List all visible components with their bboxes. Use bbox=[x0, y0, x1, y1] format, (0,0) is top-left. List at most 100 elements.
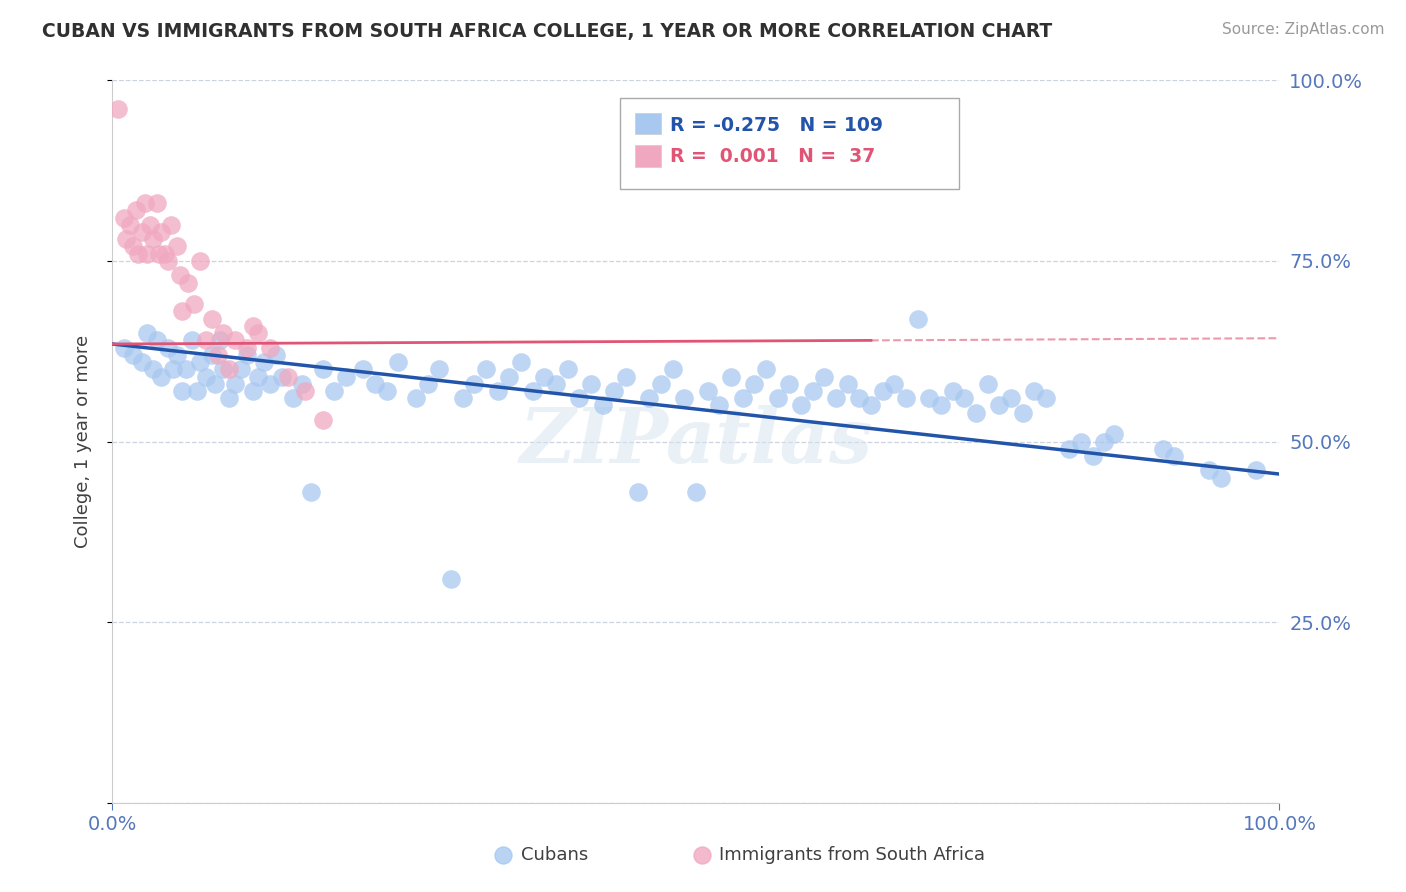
Point bbox=[1163, 449, 1185, 463]
Point bbox=[201, 311, 224, 326]
Point bbox=[942, 384, 965, 398]
Point bbox=[259, 376, 281, 391]
Point bbox=[744, 376, 766, 391]
Point bbox=[166, 348, 188, 362]
Point bbox=[169, 268, 191, 283]
Point bbox=[162, 362, 184, 376]
Point bbox=[127, 246, 149, 260]
Point bbox=[557, 362, 579, 376]
Point bbox=[150, 369, 173, 384]
Point bbox=[247, 369, 270, 384]
Point bbox=[235, 341, 257, 355]
Point bbox=[364, 376, 387, 391]
Point bbox=[965, 406, 987, 420]
Point bbox=[650, 376, 672, 391]
Text: Source: ZipAtlas.com: Source: ZipAtlas.com bbox=[1222, 22, 1385, 37]
Point bbox=[387, 355, 409, 369]
FancyBboxPatch shape bbox=[620, 98, 959, 189]
Point bbox=[148, 246, 170, 260]
Point bbox=[172, 384, 194, 398]
Point bbox=[218, 391, 240, 405]
Point bbox=[685, 485, 707, 500]
Point bbox=[270, 369, 292, 384]
Point bbox=[153, 246, 176, 260]
Point bbox=[533, 369, 555, 384]
Point bbox=[323, 384, 346, 398]
Point bbox=[253, 355, 276, 369]
Point bbox=[988, 398, 1011, 412]
Point bbox=[375, 384, 398, 398]
Point bbox=[440, 572, 463, 586]
Point bbox=[405, 391, 427, 405]
Point bbox=[1152, 442, 1174, 456]
Point bbox=[813, 369, 835, 384]
Point bbox=[177, 276, 200, 290]
Point bbox=[603, 384, 626, 398]
Point bbox=[208, 334, 231, 348]
Point bbox=[1035, 391, 1057, 405]
Point bbox=[229, 362, 252, 376]
Point bbox=[115, 232, 138, 246]
Point bbox=[157, 341, 180, 355]
Text: Cubans: Cubans bbox=[520, 846, 588, 863]
Point bbox=[907, 311, 929, 326]
Point bbox=[235, 348, 257, 362]
Point bbox=[194, 334, 217, 348]
Point bbox=[122, 348, 145, 362]
Point bbox=[276, 369, 298, 384]
Point bbox=[194, 369, 217, 384]
Point bbox=[122, 239, 145, 253]
Point bbox=[125, 203, 148, 218]
Point bbox=[290, 376, 312, 391]
Point bbox=[136, 326, 159, 340]
Point bbox=[139, 218, 162, 232]
Point bbox=[731, 391, 754, 405]
Point bbox=[1244, 463, 1267, 477]
Point bbox=[860, 398, 883, 412]
Point bbox=[247, 326, 270, 340]
Point bbox=[183, 297, 205, 311]
Point bbox=[696, 384, 718, 398]
Point bbox=[673, 391, 696, 405]
Point bbox=[661, 362, 683, 376]
Point bbox=[720, 369, 742, 384]
Point bbox=[638, 391, 661, 405]
Text: CUBAN VS IMMIGRANTS FROM SOUTH AFRICA COLLEGE, 1 YEAR OR MORE CORRELATION CHART: CUBAN VS IMMIGRANTS FROM SOUTH AFRICA CO… bbox=[42, 22, 1053, 41]
Point bbox=[918, 391, 941, 405]
Point bbox=[352, 362, 374, 376]
Point bbox=[166, 239, 188, 253]
Point bbox=[224, 334, 246, 348]
Point bbox=[1070, 434, 1092, 449]
Point bbox=[1102, 427, 1125, 442]
Point bbox=[790, 398, 813, 412]
Point bbox=[311, 362, 333, 376]
Point bbox=[568, 391, 591, 405]
Point bbox=[778, 376, 800, 391]
Point bbox=[118, 218, 141, 232]
Point bbox=[848, 391, 870, 405]
Point bbox=[294, 384, 316, 398]
Point bbox=[579, 376, 602, 391]
Point bbox=[522, 384, 544, 398]
Point bbox=[1011, 406, 1033, 420]
Point bbox=[174, 362, 197, 376]
Point bbox=[544, 376, 567, 391]
Point bbox=[498, 369, 520, 384]
Point bbox=[837, 376, 859, 391]
Point bbox=[259, 341, 281, 355]
Point bbox=[218, 362, 240, 376]
Text: ZIPatlas: ZIPatlas bbox=[519, 405, 873, 478]
Y-axis label: College, 1 year or more: College, 1 year or more bbox=[73, 335, 91, 548]
Point bbox=[1081, 449, 1104, 463]
Point bbox=[146, 196, 169, 211]
Point bbox=[112, 211, 135, 225]
Text: Immigrants from South Africa: Immigrants from South Africa bbox=[720, 846, 986, 863]
Point bbox=[212, 326, 235, 340]
Point bbox=[224, 376, 246, 391]
Point bbox=[486, 384, 509, 398]
Point bbox=[180, 334, 202, 348]
Point bbox=[264, 348, 287, 362]
Point bbox=[242, 318, 264, 333]
Point bbox=[592, 398, 614, 412]
Point bbox=[1024, 384, 1046, 398]
